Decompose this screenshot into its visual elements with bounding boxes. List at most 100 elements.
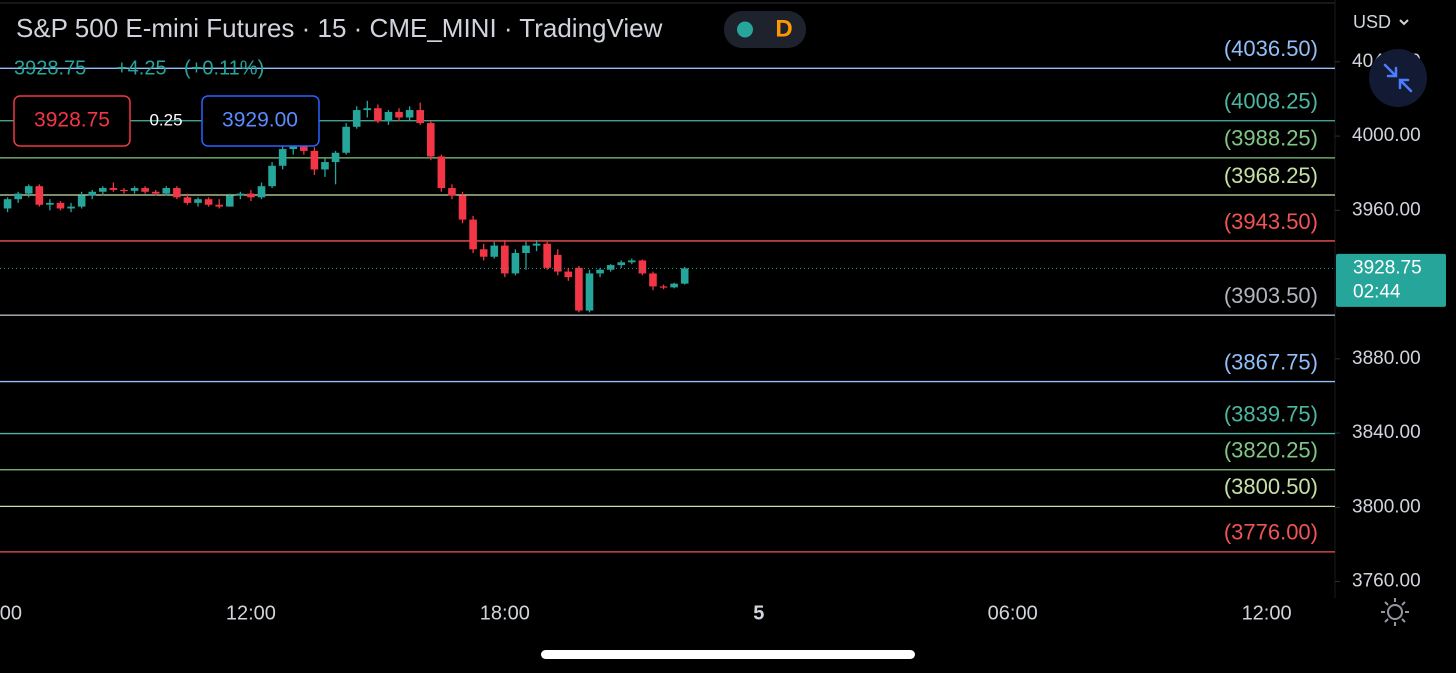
- currency-chevron[interactable]: [1399, 19, 1409, 26]
- candle-body: [490, 245, 499, 257]
- candle-body: [109, 188, 118, 190]
- level-label: (3800.50): [1224, 474, 1318, 499]
- candle-body: [374, 108, 382, 122]
- candle-body: [194, 199, 202, 203]
- level-label: (3903.50): [1224, 283, 1318, 308]
- candle-body: [670, 283, 678, 288]
- candle-body: [268, 165, 276, 187]
- candle-body: [543, 243, 551, 268]
- candle-body: [225, 195, 234, 207]
- last-price-tag: [1336, 253, 1446, 307]
- candle-body: [204, 199, 213, 205]
- candle-body: [426, 123, 435, 157]
- x-tick-label: 06:00: [0, 602, 22, 624]
- level-label: (3867.75): [1224, 349, 1318, 374]
- market-status-dot: [737, 21, 753, 38]
- candle-body: [628, 260, 636, 263]
- candle-body: [35, 186, 44, 205]
- candle-body: [384, 111, 393, 122]
- candle-body: [14, 193, 22, 200]
- y-tick-label: 3960.00: [1352, 199, 1421, 220]
- candle-body: [680, 268, 689, 284]
- candle-body: [638, 260, 647, 274]
- buy-price[interactable]: 3929.00: [222, 109, 298, 132]
- candle-body: [448, 188, 456, 196]
- level-label: (3943.50): [1224, 209, 1318, 234]
- home-indicator: [541, 650, 915, 659]
- overlay: S&P 500 E-mini Futures · 15 · CME_MINI ·…: [13, 11, 1446, 659]
- candle-body: [321, 162, 329, 170]
- last-price-tag-label: 3928.75: [1353, 257, 1422, 278]
- candle-body: [416, 110, 424, 124]
- y-tick-label: 3800.00: [1352, 496, 1421, 517]
- candle-body: [363, 108, 372, 111]
- price-change: +4.25: [116, 57, 167, 79]
- plot-area: 4040.004000.003960.003880.003840.003800.…: [0, 36, 1421, 624]
- candle-body: [162, 188, 171, 194]
- price-change-percent: (+0.11%): [184, 57, 264, 79]
- last-price: 3928.75: [14, 57, 86, 79]
- settings-icon[interactable]: [1381, 598, 1409, 626]
- sell-button[interactable]: [13, 95, 131, 147]
- x-tick-label: 18:00: [480, 602, 530, 624]
- candle-body: [331, 152, 340, 163]
- level-label: (4008.25): [1224, 89, 1318, 114]
- candle-body: [522, 245, 530, 254]
- candle-body: [352, 110, 361, 127]
- candle-body: [24, 186, 33, 194]
- candle-body: [130, 188, 139, 191]
- collapse-icon[interactable]: [1383, 63, 1413, 93]
- header-title: S&P 500 E-mini Futures · 15 · CME_MINI ·…: [16, 13, 663, 43]
- candle-body: [585, 273, 594, 311]
- candle-body: [257, 186, 266, 198]
- candle-body: [596, 269, 604, 274]
- candle-body: [88, 191, 97, 196]
- y-tick-label: 3760.00: [1352, 571, 1421, 592]
- candle-body: [99, 188, 107, 192]
- candle-body: [67, 206, 75, 209]
- candle-body: [278, 149, 287, 166]
- candle-body: [469, 219, 477, 250]
- candle-body: [458, 195, 467, 220]
- status-pill: [724, 11, 806, 48]
- candle-body: [173, 188, 181, 198]
- candle-body: [183, 197, 192, 203]
- y-tick-label: 3840.00: [1352, 422, 1421, 443]
- candle-body: [56, 202, 65, 209]
- status-badge: D: [775, 15, 792, 42]
- candle-body: [479, 249, 488, 257]
- buy-button[interactable]: [201, 95, 320, 147]
- level-label: (4036.50): [1224, 36, 1318, 61]
- candle-body: [532, 243, 541, 246]
- sell-price[interactable]: 3928.75: [34, 109, 110, 132]
- candle-body: [247, 193, 255, 198]
- candle-body: [405, 110, 414, 118]
- x-tick-label: 5: [753, 602, 764, 624]
- y-tick-label: 3880.00: [1352, 348, 1421, 369]
- candle-body: [3, 199, 12, 209]
- collapse-button[interactable]: [1369, 49, 1427, 107]
- y-tick-label: 4000.00: [1352, 125, 1421, 146]
- level-label: (3968.25): [1224, 163, 1318, 188]
- settings-icon-core[interactable]: [1387, 604, 1403, 620]
- candle-body: [659, 286, 668, 288]
- x-tick-label: 06:00: [988, 602, 1038, 624]
- candle-body: [606, 265, 615, 270]
- candle-body: [617, 262, 626, 266]
- level-label: (3988.25): [1224, 126, 1318, 151]
- settings-icon-rays[interactable]: [1381, 598, 1409, 626]
- x-tick-label: 12:00: [1242, 602, 1292, 624]
- x-tick-label: 12:00: [226, 602, 276, 624]
- candle-body: [437, 156, 446, 189]
- currency-selector[interactable]: USD: [1353, 12, 1391, 32]
- candle-body: [310, 150, 319, 170]
- candle-body: [342, 126, 350, 153]
- candle-body: [141, 188, 149, 192]
- candle-body: [395, 111, 403, 118]
- candle-body: [553, 254, 562, 272]
- candle-body: [511, 253, 520, 274]
- candle-body: [46, 202, 54, 205]
- level-label: (3839.75): [1224, 401, 1318, 426]
